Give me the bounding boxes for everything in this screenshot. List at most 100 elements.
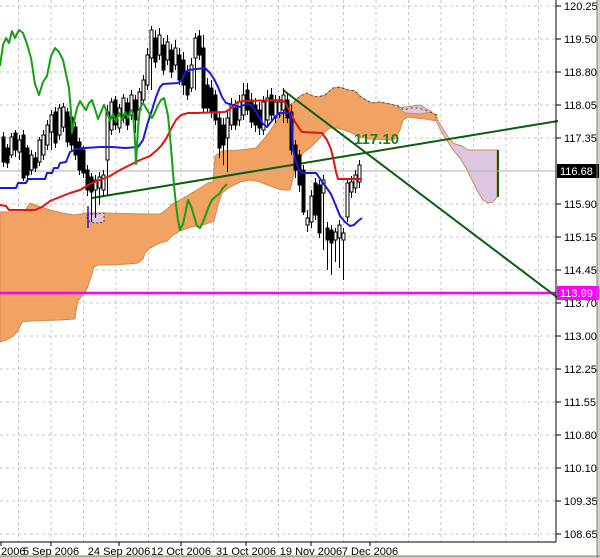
- candle-body: [233, 107, 238, 126]
- y-axis-label: 120.25: [564, 1, 598, 13]
- y-axis-label: 113.70: [564, 298, 597, 310]
- y-axis-label: 109.35: [564, 496, 598, 508]
- candle-body: [301, 169, 306, 213]
- candle-body: [265, 97, 270, 121]
- candle-body: [329, 229, 334, 244]
- y-axis-label: 119.50: [564, 34, 597, 46]
- candle-body: [57, 107, 62, 136]
- candle-body: [221, 124, 226, 146]
- candle-body: [129, 94, 134, 116]
- y-axis-label: 115.90: [564, 199, 597, 211]
- candle-body: [197, 35, 202, 56]
- candle-body: [209, 87, 214, 113]
- candle-body: [81, 149, 86, 174]
- current-price-box-label: 116.68: [560, 166, 593, 178]
- ascending-trendline[interactable]: [91, 120, 559, 199]
- senkou-a-dotted-border: [279, 86, 438, 117]
- candle-body: [157, 34, 162, 56]
- y-axis-label: 115.15: [564, 232, 597, 244]
- candle-body: [25, 147, 30, 176]
- tenkan-sen-line: [0, 99, 362, 211]
- ichimoku-cloud-purple: [434, 114, 498, 204]
- candle-body: [341, 232, 346, 241]
- x-axis-label: 12 Oct 2006: [151, 546, 211, 558]
- candle-body: [41, 134, 46, 156]
- y-axis-label: 110.80: [564, 430, 597, 442]
- candle-body: [169, 49, 174, 73]
- y-axis-label: 113.00: [564, 331, 597, 343]
- candle-body: [85, 169, 90, 191]
- candle-body: [201, 47, 206, 109]
- x-axis-label: 5 Sep 2006: [23, 546, 79, 558]
- y-axis-label: 110.10: [564, 463, 597, 475]
- candle-body: [273, 101, 278, 119]
- candle-body: [165, 41, 170, 61]
- y-axis-label: 118.80: [564, 67, 597, 79]
- kijun-sen-line: [0, 67, 363, 227]
- candle-body: [213, 94, 218, 121]
- candle-body: [37, 139, 42, 163]
- alert-price-box-label: 113.99: [560, 288, 593, 300]
- alert-price-box: [557, 286, 599, 300]
- candle-body: [349, 181, 354, 193]
- candle-body: [237, 101, 242, 121]
- candle-body: [333, 231, 338, 241]
- candle-body: [65, 111, 70, 143]
- candle-body: [13, 132, 18, 151]
- chikou-span-line: [0, 29, 228, 231]
- candle-body: [177, 54, 182, 81]
- candle-body: [189, 64, 194, 89]
- y-axis-label: 114.45: [564, 265, 597, 277]
- candle-body: [173, 47, 178, 66]
- candle-body: [45, 124, 50, 146]
- candle-body: [185, 71, 190, 96]
- candle-body: [33, 157, 38, 169]
- candle-body: [133, 99, 138, 121]
- x-axis-label: 7 Dec 2006: [342, 546, 398, 558]
- candle-body: [97, 176, 102, 189]
- candle-body: [309, 195, 314, 223]
- candle-body: [357, 164, 362, 183]
- y-axis-label: 117.35: [564, 133, 597, 145]
- candle-body: [305, 217, 310, 226]
- candle-body: [145, 54, 150, 86]
- y-axis-label: 111.55: [564, 397, 596, 409]
- candle-body: [353, 174, 358, 189]
- candle-body: [93, 179, 98, 191]
- candle-body: [73, 126, 78, 156]
- candle-body: [113, 99, 118, 126]
- x-axis-label: 2006: [1, 546, 25, 558]
- candle-body: [1, 136, 6, 163]
- candle-body: [313, 182, 318, 216]
- candle-body: [337, 224, 342, 239]
- candle-body: [225, 117, 230, 139]
- candle-body: [77, 141, 82, 171]
- candle-body: [21, 134, 26, 179]
- candle-body: [29, 154, 34, 171]
- candle-body: [249, 99, 254, 123]
- candle-body: [205, 84, 210, 109]
- candle-body: [153, 37, 158, 63]
- candle-body: [193, 37, 198, 59]
- candle-body: [5, 147, 10, 164]
- candle-body: [277, 101, 282, 114]
- current-price-box: [557, 164, 599, 178]
- candle-body: [217, 117, 222, 149]
- candle-body: [269, 94, 274, 116]
- candle-body: [61, 106, 66, 128]
- descending-trendline[interactable]: [282, 89, 559, 299]
- x-axis-label: 31 Oct 2006: [216, 546, 276, 558]
- candle-body: [149, 29, 154, 59]
- candle-body: [161, 44, 166, 71]
- ichimoku-cloud-purple-sliver: [396, 104, 434, 115]
- price-annotation-117-10: 117.10: [354, 131, 399, 148]
- candle-body: [9, 136, 14, 156]
- candle-body: [49, 114, 54, 133]
- x-axis-label: 24 Sep 2006: [88, 546, 150, 558]
- candle-body: [345, 182, 350, 218]
- candle-body: [17, 139, 22, 153]
- x-axis-label: 19 Nov 2006: [280, 546, 342, 558]
- candle-body: [101, 174, 106, 191]
